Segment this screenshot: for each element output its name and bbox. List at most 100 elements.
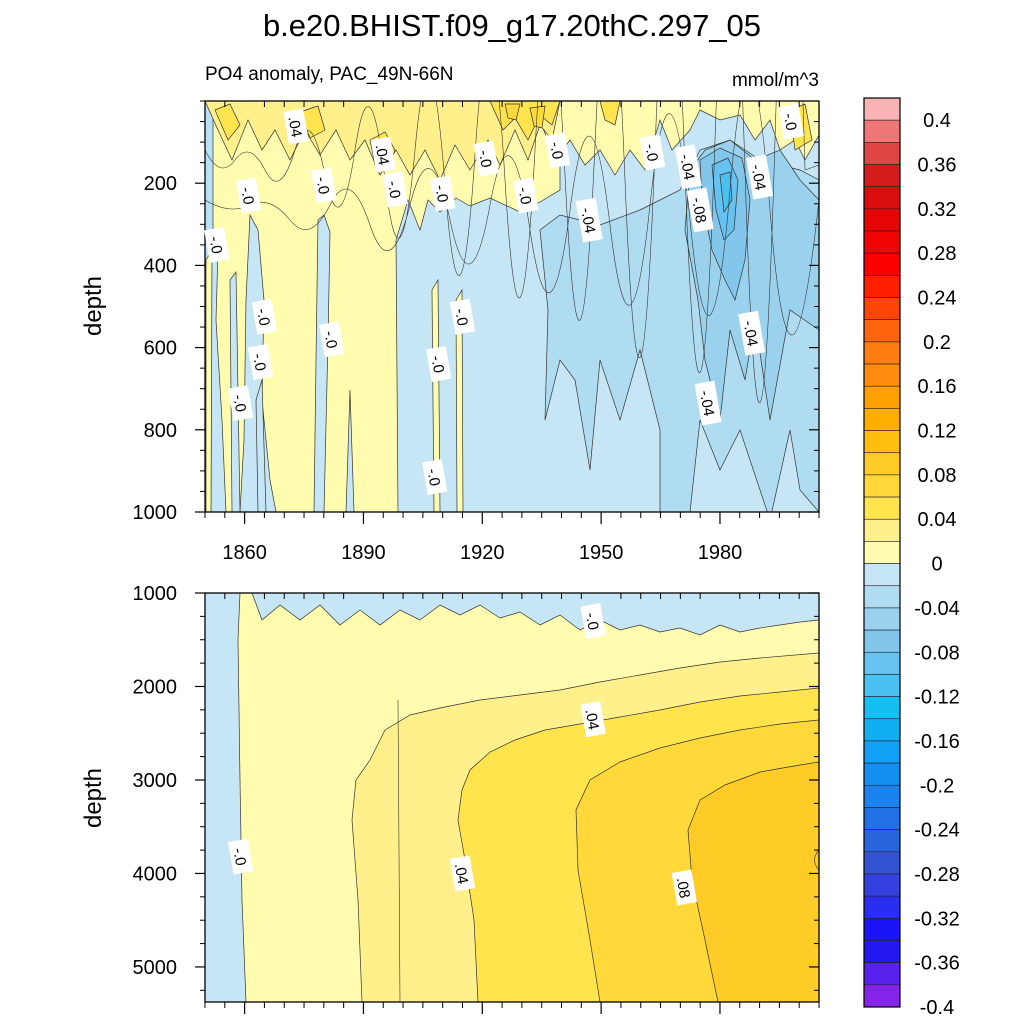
colorbar-label: -0.2 (920, 775, 954, 797)
upper-contour-label-bg (639, 134, 666, 171)
lower-y-tick-label: 5000 (133, 957, 178, 979)
colorbar-frame (863, 97, 901, 1008)
lower-contour-label: -.0 (580, 603, 606, 640)
upper-contour-label-bg (694, 380, 722, 426)
colorbar-segment (863, 918, 901, 941)
upper-contour-label-bg (422, 459, 448, 496)
upper-contour-label-text: -.0 (475, 149, 495, 169)
upper-contour-label-text: -.04 (577, 206, 598, 234)
upper-contour-label-text: -.0 (253, 307, 273, 327)
colorbar-segment (863, 563, 901, 587)
colorbar-label: 0.28 (918, 243, 957, 265)
upper-contour-label: -.0 (382, 171, 408, 208)
colorbar-segment (863, 629, 901, 653)
upper-y-axis-title: depth (80, 276, 107, 336)
colorbar-segment (863, 363, 901, 387)
colorbar-label: 0.24 (918, 288, 957, 310)
colorbar-segment (863, 740, 901, 764)
upper-contour-label: -.0 (235, 177, 262, 214)
upper-contour-label: -.0 (449, 298, 476, 335)
colorbar-segment (863, 452, 901, 476)
upper-contour-label: -.04 (575, 197, 603, 243)
upper-contour-label-text: -.0 (206, 235, 226, 255)
colorbar-segment (863, 873, 901, 897)
lower-field (205, 593, 819, 1002)
upper-x-tick-label: 1950 (579, 542, 624, 564)
colorbar-segment (863, 230, 901, 254)
colorbar-label: -0.12 (914, 687, 960, 709)
upper-contour-label-text: -.0 (427, 354, 447, 374)
upper-contour-label-text: -.0 (451, 307, 471, 327)
colorbar-label: 0 (931, 554, 942, 576)
lower-y-axis-title: depth (80, 768, 107, 828)
lower-contour-label-bg (580, 701, 606, 738)
upper-yellow-band (212, 101, 561, 512)
colorbar-segment (863, 895, 901, 919)
upper-x-tick-label: 1890 (341, 542, 386, 564)
upper-contour-label-text: -.0 (320, 330, 340, 350)
upper-contour-label-text: -.04 (740, 319, 761, 347)
upper-contour-label-bg (370, 136, 396, 173)
upper-contour-label-bg (235, 177, 262, 214)
lower-contour-label-bg (580, 603, 606, 640)
upper-contour-label-bg (473, 140, 499, 177)
lower-contour-label-text: .04 (451, 862, 471, 885)
upper-contour-label-bg (544, 132, 571, 169)
colorbar-segment (863, 496, 901, 520)
colorbar-segment (863, 252, 901, 276)
upper-contour-label-text: -.0 (514, 186, 534, 206)
colorbar-segment (863, 408, 901, 431)
upper-contour-label-bg (738, 310, 766, 356)
upper-contour-label: -.0 (227, 385, 254, 422)
upper-contour-label-text: -.0 (237, 186, 257, 206)
colorbar-segment (863, 829, 901, 853)
upper-contour-label-text: -.08 (688, 196, 709, 224)
upper-contour-label-bg (319, 321, 345, 358)
upper-contour-label: -.0 (639, 134, 666, 171)
colorbar-label: 0.04 (918, 509, 957, 531)
lower-extra-contours (397, 699, 819, 1002)
upper-contour-label-text: -.0 (546, 140, 566, 160)
upper-contour-label-text: .04 (372, 143, 392, 166)
upper-contour-label-bg (251, 298, 278, 335)
upper-y-tick-label: 600 (144, 338, 177, 360)
upper-contour-label: -.0 (204, 226, 230, 263)
upper-contour-label-bg (746, 154, 774, 200)
upper-contour-label: -.0 (251, 298, 278, 335)
lower-y-tick-label: 3000 (133, 770, 178, 792)
colorbar-segment (863, 275, 901, 298)
upper-contour-label-bg (449, 298, 476, 335)
upper-contour-label: -.0 (422, 459, 448, 496)
colorbar-segment (863, 430, 901, 454)
upper-contour-label: -.0 (247, 343, 274, 380)
colorbar-segment (863, 940, 901, 963)
colorbar-label: 0.4 (923, 110, 951, 132)
colorbar-segment (863, 341, 901, 365)
upper-yellow-streak-3 (205, 248, 213, 512)
colorbar-label: -0.08 (914, 642, 960, 664)
upper-y-tick-label: 400 (144, 255, 177, 277)
upper-contour-label: -.0 (319, 321, 345, 358)
upper-contour-label: -.08 (686, 187, 714, 233)
upper-contour-label-bg (247, 343, 274, 380)
upper-blue-cut-3 (255, 379, 267, 512)
upper-contour-label: -.0 (426, 346, 452, 383)
colorbar-label: -0.24 (914, 820, 960, 842)
upper-contour-label-text: -.0 (249, 352, 269, 372)
upper-contour-label-text: -.04 (696, 389, 717, 417)
upper-y-tick-label: 200 (144, 173, 177, 195)
colorbar-segment (863, 119, 901, 143)
lower-contour-label: .08 (671, 869, 698, 906)
colorbar-segment (863, 784, 901, 808)
upper-contour-label: -.0 (311, 167, 337, 204)
colorbar-segment (863, 984, 901, 1008)
colorbar-label: 0.12 (918, 421, 957, 443)
upper-blue-cut-1 (313, 214, 331, 512)
upper-contour-label-text: -.04 (747, 163, 768, 191)
colorbar-segment (863, 385, 901, 409)
lower-contour-label: .04 (580, 701, 606, 738)
colorbar-segment (863, 518, 901, 542)
lower-contour-label: .04 (449, 855, 476, 892)
lower-y-tick-label: 4000 (133, 863, 178, 885)
colorbar-segment (863, 607, 901, 631)
